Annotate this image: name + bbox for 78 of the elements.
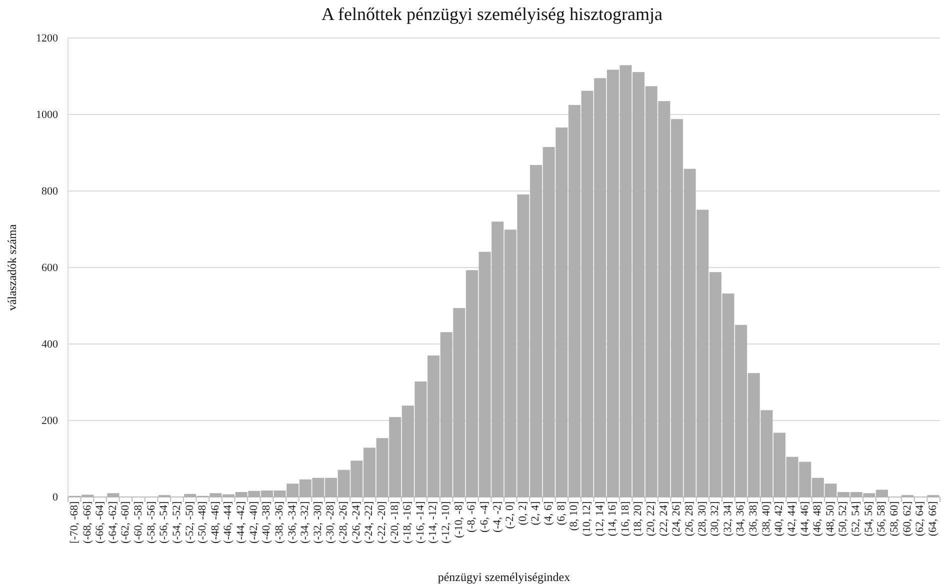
x-tick-label: (52, 54] <box>850 501 862 536</box>
x-tick-label: (-30, -28] <box>324 501 337 544</box>
x-tick-label: (24, 26] <box>670 501 683 536</box>
x-tick-label: (-6, -4] <box>478 501 490 533</box>
x-tick-label: (46, 48] <box>812 501 824 536</box>
x-tick-label: (18, 20] <box>632 501 644 536</box>
x-tick-label: (40, 42] <box>773 501 786 536</box>
x-tick-label: (8, 10] <box>568 501 580 531</box>
x-tick-label: (-64, -62] <box>106 501 119 544</box>
y-tick-label: 1000 <box>36 109 58 122</box>
x-tick-label: (-22, -20] <box>376 501 388 544</box>
x-tick-label: (62, 64] <box>914 501 926 536</box>
x-tick-label: (34, 36] <box>734 501 747 536</box>
x-tick-label: [-70, -68] <box>68 501 80 544</box>
x-tick-label: (50, 52] <box>837 501 850 536</box>
x-tick-label: (12, 14] <box>594 501 606 536</box>
x-tick-label: (20, 22] <box>645 501 658 536</box>
x-tick-label: (-2, 0] <box>504 501 516 529</box>
x-tick-label: (32, 34] <box>722 501 734 536</box>
x-tick-label: (-58, -56] <box>145 501 158 544</box>
x-tick-label: (4, 6] <box>542 501 555 526</box>
x-tick-label: (-36, -34] <box>286 501 298 544</box>
x-tick-label: (-4, -2] <box>491 501 504 533</box>
x-tick-label: (48, 50] <box>824 501 836 536</box>
x-tick-label: (26, 28] <box>683 501 696 536</box>
x-tick-label: (-42, -40] <box>248 501 260 544</box>
y-axis-title: válaszadók száma <box>5 224 19 311</box>
x-tick-label: (-18, -16] <box>402 501 414 544</box>
y-tick-label: 1200 <box>36 32 58 45</box>
x-tick-label: (-38, -36] <box>273 501 286 544</box>
x-tick-label: (-28, -26] <box>338 501 350 544</box>
x-tick-label: (-66, -64] <box>94 501 106 544</box>
x-tick-label: (2, 4] <box>530 501 542 526</box>
y-tick-label: 0 <box>52 492 58 504</box>
x-tick-label: (-34, -32] <box>299 501 312 544</box>
x-tick-label: (-32, -30] <box>312 501 324 544</box>
x-tick-label: (-46, -44] <box>222 501 234 544</box>
x-tick-label: (-40, -38] <box>260 501 273 544</box>
y-tick-label: 600 <box>42 262 58 274</box>
x-tick-label: (-54, -52] <box>170 501 183 544</box>
x-tick-label: (36, 38] <box>748 501 760 536</box>
x-tick-label: (60, 62] <box>901 501 914 536</box>
y-tick-label: 800 <box>42 186 58 198</box>
x-tick-label: (28, 30] <box>696 501 708 536</box>
x-tick-label: (-52, -50] <box>184 501 196 544</box>
x-tick-label: (30, 32] <box>709 501 722 536</box>
x-tick-label: (-12, -10] <box>440 501 452 544</box>
x-tick-label: (-16, -14] <box>414 501 426 544</box>
x-tick-label: (44, 46] <box>798 501 811 536</box>
x-tick-label: (-68, -66] <box>81 501 94 544</box>
x-tick-label: (-62, -60] <box>120 501 132 544</box>
x-tick-label: (-26, -24] <box>350 501 362 544</box>
x-tick-label: (-44, -42] <box>235 501 248 544</box>
y-tick-label: 200 <box>42 415 58 428</box>
x-tick-label: (-8, -6] <box>466 501 478 533</box>
x-tick-label: (-14, -12] <box>427 501 440 544</box>
x-tick-label: (22, 24] <box>658 501 670 536</box>
x-tick-label: (0, 2] <box>516 501 529 526</box>
x-tick-label: (-60, -58] <box>132 501 145 544</box>
x-axis-title: pénzügyi személyiségindex <box>438 570 570 584</box>
x-tick-label: (54, 56] <box>862 501 875 536</box>
x-tick-label: (16, 18] <box>619 501 632 536</box>
x-tick-label: (-24, -22] <box>363 501 376 544</box>
x-tick-label: (38, 40] <box>760 501 772 536</box>
x-tick-label: (-48, -46] <box>209 501 222 544</box>
x-tick-label: (-56, -54] <box>158 501 170 544</box>
x-tick-label: (64, 66] <box>926 501 939 536</box>
x-tick-label: (42, 44] <box>786 501 798 536</box>
x-tick-label: (6, 8] <box>555 501 568 526</box>
y-tick-label: 400 <box>42 338 58 351</box>
chart-title: A felnőttek pénzügyi személyiség hisztogramja <box>322 4 662 24</box>
x-tick-label: (-50, -48] <box>196 501 209 544</box>
x-tick-label: (-20, -18] <box>388 501 401 544</box>
x-tick-label: (14, 16] <box>606 501 619 536</box>
x-tick-label: (58, 60] <box>888 501 900 536</box>
x-tick-label: (56, 58] <box>876 501 888 536</box>
x-tick-label: (-10, -8] <box>452 501 465 538</box>
x-tick-label: (10, 12] <box>580 501 593 536</box>
